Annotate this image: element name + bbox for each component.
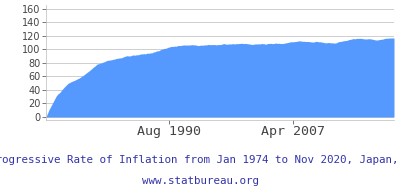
Text: Progressive Rate of Inflation from Jan 1974 to Nov 2020, Japan, %: Progressive Rate of Inflation from Jan 1… bbox=[0, 155, 400, 165]
Text: www.statbureau.org: www.statbureau.org bbox=[142, 176, 258, 186]
